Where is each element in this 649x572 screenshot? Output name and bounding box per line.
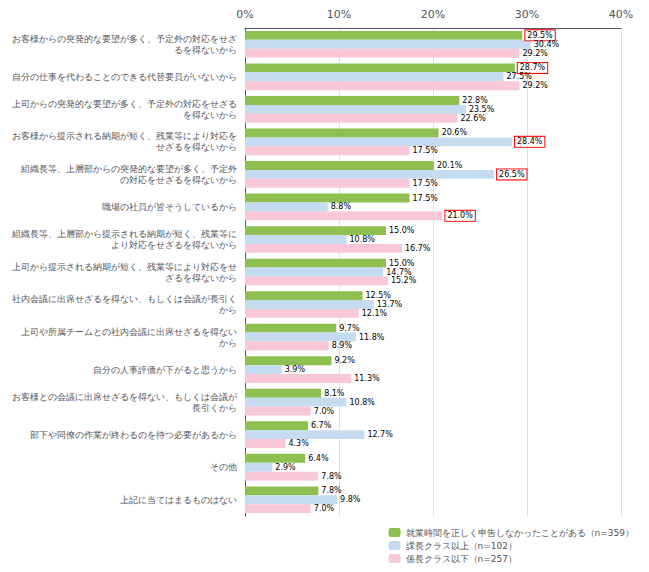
svg-text:15.2%: 15.2% (391, 276, 417, 285)
svg-text:22.6%: 22.6% (460, 114, 486, 123)
svg-text:26.5%: 26.5% (499, 170, 525, 179)
svg-text:20.6%: 20.6% (442, 128, 468, 137)
svg-text:12.1%: 12.1% (362, 309, 388, 318)
svg-text:お客様からの突発的な要望が多く、予定外の対応をせざ: お客様からの突発的な要望が多く、予定外の対応をせざ (12, 34, 237, 44)
svg-text:課長クラス以上（n=102）: 課長クラス以上（n=102） (406, 541, 517, 551)
svg-text:4.3%: 4.3% (288, 439, 309, 448)
svg-text:10.8%: 10.8% (350, 235, 376, 244)
svg-text:29.2%: 29.2% (522, 49, 548, 58)
svg-text:11.3%: 11.3% (354, 374, 380, 383)
svg-text:40%: 40% (609, 8, 633, 21)
svg-text:16.7%: 16.7% (405, 244, 431, 253)
svg-text:22.8%: 22.8% (462, 96, 488, 105)
svg-text:長引くから: 長引くから (192, 403, 237, 413)
svg-text:20.1%: 20.1% (437, 161, 463, 170)
svg-text:るを得ないから: るを得ないから (174, 45, 237, 55)
svg-text:9.8%: 9.8% (340, 495, 361, 504)
svg-text:9.2%: 9.2% (334, 356, 355, 365)
svg-text:17.5%: 17.5% (413, 146, 439, 155)
svg-text:7.0%: 7.0% (314, 504, 335, 513)
svg-text:2.9%: 2.9% (275, 463, 296, 472)
svg-text:の対応をせざるを得ないから: の対応をせざるを得ないから (120, 175, 237, 185)
svg-text:上司から提示される納期が短く、残業等により対応をせ: 上司から提示される納期が短く、残業等により対応をせ (12, 262, 237, 272)
svg-text:12.5%: 12.5% (366, 291, 392, 300)
svg-text:職場の社員が皆そうしているから: 職場の社員が皆そうしているから (102, 202, 237, 212)
svg-text:6.4%: 6.4% (308, 454, 329, 463)
svg-text:せざるを得ないから: せざるを得ないから (156, 142, 237, 152)
svg-text:お客様から提示される納期が短く、残業等により対応を: お客様から提示される納期が短く、残業等により対応を (12, 131, 237, 141)
svg-text:27.5%: 27.5% (507, 72, 533, 81)
svg-text:7.8%: 7.8% (321, 486, 342, 495)
svg-text:14.7%: 14.7% (386, 268, 412, 277)
svg-text:組織長等、上層部から提示される納期が短く、残業等に: 組織長等、上層部から提示される納期が短く、残業等に (11, 229, 237, 239)
svg-text:ざるを得ないから: ざるを得ないから (165, 273, 237, 283)
svg-text:17.5%: 17.5% (413, 179, 439, 188)
svg-text:9.7%: 9.7% (339, 324, 360, 333)
svg-text:上司や所属チームとの社内会議に出席せざるを得ない: 上司や所属チームとの社内会議に出席せざるを得ない (21, 327, 237, 337)
svg-text:0%: 0% (236, 8, 253, 21)
svg-text:15.0%: 15.0% (389, 259, 415, 268)
svg-text:23.5%: 23.5% (469, 105, 495, 114)
svg-text:10.8%: 10.8% (350, 398, 376, 407)
svg-text:組織長等、上層部からの突発的な要望が多く、予定外: 組織長等、上層部からの突発的な要望が多く、予定外 (20, 164, 237, 174)
svg-text:7.0%: 7.0% (314, 407, 335, 416)
svg-text:8.9%: 8.9% (332, 341, 353, 350)
svg-text:自分の人事評価が下がると思うから: 自分の人事評価が下がると思うから (93, 365, 237, 375)
svg-text:部下や同僚の作業が終わるのを待つ必要があるから: 部下や同僚の作業が終わるのを待つ必要があるから (30, 430, 237, 440)
svg-text:30%: 30% (515, 8, 539, 21)
svg-text:より対応をせざるを得ないから: より対応をせざるを得ないから (111, 240, 237, 250)
svg-text:お客様との会議に出席せざるを得ない、もしくは会議が: お客様との会議に出席せざるを得ない、もしくは会議が (12, 392, 238, 402)
svg-text:を得ないから: を得ないから (183, 110, 237, 120)
svg-text:から: から (219, 338, 237, 348)
svg-text:28.4%: 28.4% (517, 137, 543, 146)
svg-text:6.7%: 6.7% (311, 421, 332, 430)
svg-text:10%: 10% (327, 8, 351, 21)
svg-text:17.5%: 17.5% (413, 194, 439, 203)
svg-text:その他: その他 (210, 462, 237, 472)
svg-text:29.5%: 29.5% (527, 31, 553, 40)
svg-text:自分の仕事を代わることのできる代替要員がいないから: 自分の仕事を代わることのできる代替要員がいないから (12, 72, 237, 82)
svg-text:3.9%: 3.9% (285, 365, 306, 374)
svg-text:21.0%: 21.0% (447, 211, 473, 220)
svg-text:就業時間を正しく申告しなかったことがある（n=359）: 就業時間を正しく申告しなかったことがある（n=359） (406, 528, 634, 538)
svg-text:20%: 20% (421, 8, 445, 21)
svg-text:11.8%: 11.8% (359, 333, 385, 342)
svg-text:係長クラス以下（n=257）: 係長クラス以下（n=257） (406, 554, 517, 564)
svg-text:上記に当てはまるものはない: 上記に当てはまるものはない (120, 495, 237, 505)
svg-text:8.8%: 8.8% (331, 202, 352, 211)
svg-text:29.2%: 29.2% (522, 81, 548, 90)
svg-text:7.8%: 7.8% (321, 472, 342, 481)
svg-text:から: から (219, 305, 237, 315)
svg-text:12.7%: 12.7% (367, 430, 393, 439)
svg-text:13.7%: 13.7% (377, 300, 403, 309)
svg-text:15.0%: 15.0% (389, 226, 415, 235)
svg-text:30.4%: 30.4% (534, 40, 560, 49)
svg-text:28.7%: 28.7% (520, 63, 546, 72)
svg-text:上司からの突発的な要望が多く、予定外の対応をせざる: 上司からの突発的な要望が多く、予定外の対応をせざる (12, 99, 237, 109)
svg-text:社内会議に出席せざるを得ない、もしくは会議が長引く: 社内会議に出席せざるを得ない、もしくは会議が長引く (12, 294, 237, 304)
svg-text:8.1%: 8.1% (324, 389, 345, 398)
